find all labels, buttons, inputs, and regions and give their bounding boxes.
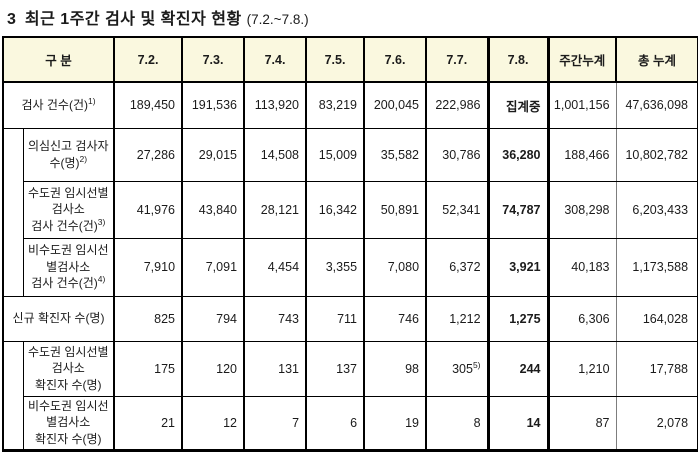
value-cell: 746	[363, 295, 428, 342]
value-cell: 50,891	[363, 180, 428, 239]
value-cell: 27,286	[113, 127, 184, 182]
header-row: 구 분 7.2. 7.3. 7.4. 7.5. 7.6. 7.7. 7.8. 주간누계 총 누계	[1, 36, 698, 83]
value-cell: 12	[181, 395, 246, 451]
stats-table-body: 검사 건수(건)1) 189,450 191,536 113,920 83,219 200…	[1, 81, 698, 451]
column-header: 7.6.	[363, 36, 428, 83]
column-header: 7.7.	[425, 36, 490, 83]
row-label: 신규 확진자 수(명)	[1, 295, 116, 342]
value-cell: 825	[113, 295, 184, 342]
value-cell: 222,986	[425, 81, 490, 129]
row-label: 의심신고 검사자 수(명)2)	[22, 127, 116, 182]
table-row: 수도권 임시선별 검사소 확진자 수(명) 175 120 131 137 98 3055) 24…	[2, 340, 698, 451]
value-cell: 19	[363, 395, 428, 451]
indent-spacer	[2, 340, 24, 451]
table-row: 수도권 임시선별 검사소 검사 건수(건)3) 41,976 43,840 28,121 1…	[3, 180, 698, 239]
indent-spacer	[2, 127, 24, 297]
value-cell: 711	[305, 295, 366, 342]
value-cell: 14	[486, 395, 550, 451]
value-cell: 6,372	[425, 237, 490, 297]
value-cell: 7,080	[363, 237, 428, 297]
value-cell: 28,121	[243, 180, 308, 239]
value-cell: 794	[181, 295, 246, 342]
value-cell: 30,786	[425, 127, 490, 182]
value-cell: 6,203,433	[615, 180, 698, 239]
value-cell: 10,802,782	[615, 127, 698, 182]
column-header: 총 누계	[615, 36, 698, 83]
value-cell: 743	[243, 295, 308, 342]
stats-table: 구 분 7.2. 7.3. 7.4. 7.5. 7.6. 7.7. 7.8. 주간누계 총 누계 …	[1, 36, 698, 452]
value-cell: 7	[243, 395, 308, 451]
section-date-range: (7.2.~7.8.)	[246, 12, 309, 27]
value-cell: 17,788	[615, 340, 698, 397]
value-cell: 35,582	[363, 127, 428, 182]
value-cell: 52,341	[425, 180, 490, 239]
column-header: 구 분	[1, 36, 116, 83]
value-cell: 21	[113, 395, 184, 451]
value-cell: 1,173,588	[615, 237, 698, 297]
value-cell: 36,280	[486, 127, 550, 182]
value-cell: 29,015	[181, 127, 246, 182]
value-cell: 308,298	[547, 180, 617, 239]
value-cell: 164,028	[615, 295, 698, 342]
row-label: 비수도권 임시선 별검사소 확진자 수(명)	[22, 395, 116, 451]
value-cell: 15,009	[305, 127, 366, 182]
value-cell: 2,078	[615, 395, 698, 451]
document-page: 3 최근 1주간 검사 및 확진자 현황 (7.2.~7.8.) 구 분 7.2. 7.…	[0, 5, 698, 452]
value-cell: 200,045	[363, 81, 428, 129]
value-cell: 3,355	[305, 237, 366, 297]
column-header: 7.5.	[305, 36, 366, 83]
value-cell: 40,183	[547, 237, 617, 297]
value-cell: 16,342	[305, 180, 366, 239]
table-row: 비수도권 임시선 별검사소 검사 건수(건)4) 7,910 7,091 4,454 3,3…	[3, 237, 698, 297]
value-cell: 47,636,098	[615, 81, 698, 129]
value-cell: 41,976	[113, 180, 184, 239]
section-number: 3	[7, 11, 16, 28]
value-cell: 8	[425, 395, 490, 451]
value-cell: 191,536	[181, 81, 246, 129]
table-row: 의심신고 검사자 수(명)2) 27,286 29,015 14,508 15,009 35…	[2, 127, 698, 297]
value-cell: 3,921	[486, 237, 550, 297]
value-cell: 83,219	[305, 81, 366, 129]
column-header: 7.8.	[486, 36, 550, 83]
value-cell: 6,306	[547, 295, 617, 342]
value-cell: 1,210	[547, 340, 617, 397]
value-cell: 1,212	[425, 295, 490, 342]
value-cell: 74,787	[486, 180, 550, 239]
value-cell: 244	[486, 340, 550, 397]
column-header: 7.3.	[181, 36, 246, 83]
value-cell: 3055)	[425, 340, 490, 397]
row-label: 비수도권 임시선 별검사소 검사 건수(건)4)	[22, 237, 116, 297]
value-cell: 7,910	[113, 237, 184, 297]
value-cell: 98	[363, 340, 428, 397]
value-cell: 1,001,156	[547, 81, 617, 129]
value-cell: 4,454	[243, 237, 308, 297]
row-label: 수도권 임시선별 검사소 검사 건수(건)3)	[22, 180, 116, 239]
table-row: 신규 확진자 수(명) 825 794 743 711 746 1,212 1,275 6,30…	[1, 295, 698, 342]
value-cell: 6	[305, 395, 366, 451]
table-row: 비수도권 임시선 별검사소 확진자 수(명) 21 12 7 6 19 8 14 87 2,078	[3, 395, 698, 451]
value-cell: 1,275	[486, 295, 550, 342]
row-label: 검사 건수(건)1)	[1, 81, 116, 129]
column-header: 7.2.	[113, 36, 184, 83]
value-cell: 175	[113, 340, 184, 397]
value-cell: 188,466	[547, 127, 617, 182]
section-title-text: 최근 1주간 검사 및 확진자 현황	[24, 11, 242, 28]
row-label: 수도권 임시선별 검사소 확진자 수(명)	[22, 340, 116, 397]
value-cell: 87	[547, 395, 617, 451]
table-row: 검사 건수(건)1) 189,450 191,536 113,920 83,219 200…	[1, 81, 698, 129]
value-cell: 집계중	[486, 81, 550, 129]
value-cell: 7,091	[181, 237, 246, 297]
value-cell: 120	[181, 340, 246, 397]
value-cell: 14,508	[243, 127, 308, 182]
section-title: 3 최근 1주간 검사 및 확진자 현황 (7.2.~7.8.)	[7, 5, 698, 29]
column-header: 주간누계	[547, 36, 618, 83]
column-header: 7.4.	[243, 36, 308, 83]
value-cell: 189,450	[113, 81, 184, 129]
value-cell: 131	[243, 340, 308, 397]
value-cell: 113,920	[243, 81, 308, 129]
value-cell: 43,840	[181, 180, 246, 239]
value-cell: 137	[305, 340, 366, 397]
